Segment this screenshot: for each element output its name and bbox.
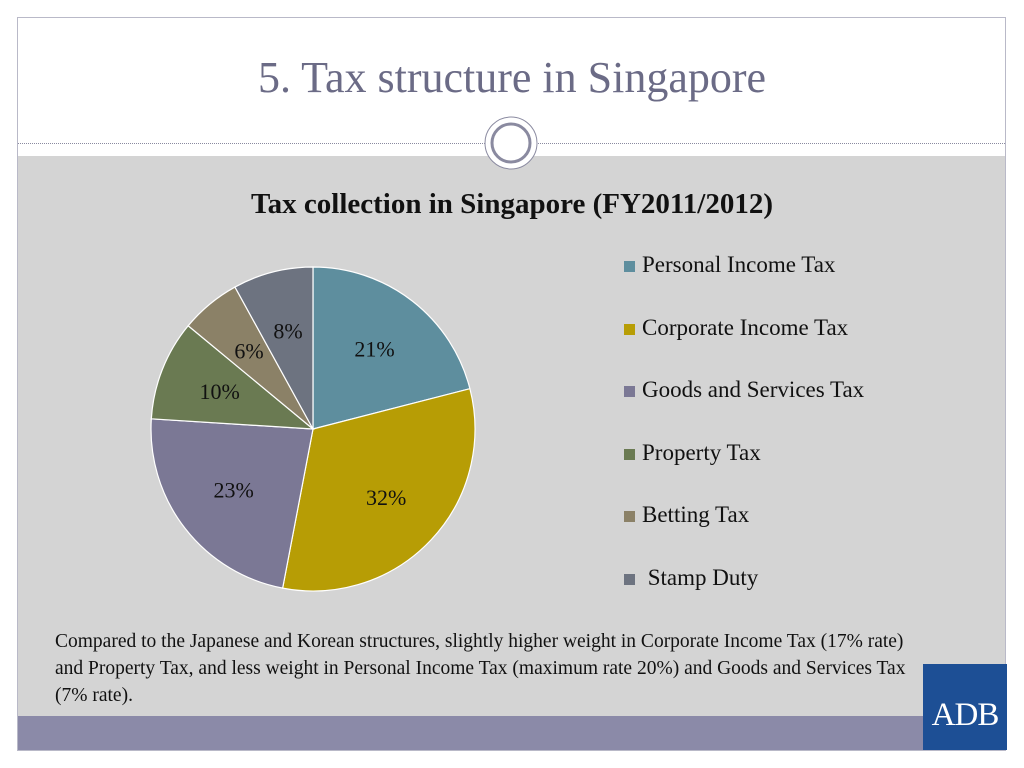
footer-bar xyxy=(18,716,923,750)
legend-label: Corporate Income Tax xyxy=(642,314,849,340)
pie-data-label: 21% xyxy=(354,337,394,362)
pie-data-label: 10% xyxy=(199,379,239,404)
legend-item: Goods and Services Tax xyxy=(624,377,864,440)
legend-label: Goods and Services Tax xyxy=(642,377,865,403)
adb-logo: ADB xyxy=(923,664,1007,750)
comparison-note: Compared to the Japanese and Korean stru… xyxy=(55,631,906,706)
chart-title: Tax collection in Singapore (FY2011/2012… xyxy=(250,188,774,220)
slide-title: 5. Tax structure in Singapore xyxy=(257,53,767,102)
chart-legend: Personal Income Tax Corporate Income Tax G… xyxy=(624,252,864,628)
legend-item: Personal Income Tax xyxy=(624,252,864,315)
legend-label: Betting Tax xyxy=(642,502,750,528)
pie-data-label: 6% xyxy=(234,339,263,364)
legend-label: Personal Income Tax xyxy=(642,252,836,277)
legend-item: Stamp Duty xyxy=(624,565,864,628)
legend-swatch xyxy=(624,323,635,335)
pie-data-label: 8% xyxy=(273,319,302,344)
pie-slice-corporate-income-tax xyxy=(281,387,476,592)
legend-swatch xyxy=(624,448,635,460)
pie-data-label: 23% xyxy=(213,478,253,503)
legend-item: Property Tax xyxy=(624,440,864,503)
legend-label: Stamp Duty xyxy=(642,564,759,590)
pie-slice-property-tax xyxy=(150,324,315,430)
legend-swatch xyxy=(624,386,635,398)
legend-item: Betting Tax xyxy=(624,502,864,565)
pie-slice-personal-income-tax xyxy=(312,266,471,430)
legend-label: Property Tax xyxy=(642,439,761,465)
pie-chart: 21% 32% 23% 10% 6% 8% xyxy=(150,266,476,592)
pie-slice-goods-and-services-tax xyxy=(150,418,314,589)
legend-swatch xyxy=(624,573,635,585)
pie-slice-stamp-duty xyxy=(234,266,314,430)
legend-swatch xyxy=(624,511,635,523)
pie-data-label: 32% xyxy=(366,485,406,510)
legend-item: Corporate Income Tax xyxy=(624,315,864,378)
adb-logo-text: ADB xyxy=(931,696,1000,733)
legend-swatch xyxy=(624,261,635,272)
circle-ornament-icon xyxy=(484,116,538,170)
